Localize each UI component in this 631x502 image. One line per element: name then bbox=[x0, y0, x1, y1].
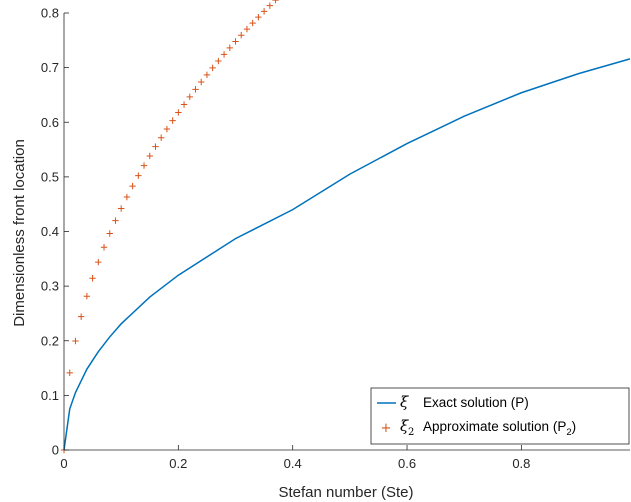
x-tick-label: 0.2 bbox=[169, 456, 187, 471]
approx-solution-marker bbox=[220, 51, 228, 58]
legend-approx-symbol-sub: 2 bbox=[408, 427, 414, 438]
legend: ξ Exact solution (P) + ξ 2 Approximate s… bbox=[370, 387, 630, 445]
approx-solution-marker bbox=[215, 57, 222, 65]
y-tick-label: 0.5 bbox=[41, 169, 59, 184]
y-tick-label: 0.1 bbox=[41, 388, 59, 403]
approx-solution-marker bbox=[192, 86, 199, 93]
approx-solution-marker bbox=[135, 172, 142, 179]
x-axis-label: Stefan number (Ste) bbox=[278, 484, 413, 501]
y-tick-label: 0.2 bbox=[41, 333, 59, 348]
legend-approx-symbol: ξ bbox=[400, 417, 409, 435]
approx-solution-marker bbox=[272, 0, 279, 4]
legend-approx-label: Approximate solution (P2) bbox=[423, 419, 576, 438]
approx-solution-marker bbox=[77, 313, 85, 320]
x-tick-label: 0.6 bbox=[398, 456, 416, 471]
approx-solution-marker bbox=[146, 152, 153, 160]
approx-solution-marker bbox=[180, 101, 188, 108]
approx-solution-marker bbox=[249, 19, 256, 27]
y-tick-label: 0.4 bbox=[41, 224, 59, 239]
approx-solution-marker bbox=[175, 109, 182, 116]
x-tick-label: 0 bbox=[60, 456, 67, 471]
approx-solution-marker bbox=[117, 205, 125, 212]
y-tick-label: 0.3 bbox=[41, 279, 59, 294]
approx-solution-marker bbox=[140, 162, 148, 169]
approx-solution-marker bbox=[72, 337, 79, 345]
approx-solution-marker bbox=[152, 143, 159, 150]
y-tick-label: 0.8 bbox=[41, 6, 59, 21]
legend-approx-label-end: ) bbox=[572, 419, 577, 434]
legend-approx-label-main: Approximate solution (P bbox=[423, 419, 566, 434]
approx-solution-marker bbox=[66, 369, 73, 377]
legend-plus-marker: + bbox=[381, 421, 392, 436]
axes: 0 0.2 0.4 0.6 0.8 0 0.1 0.2 0.3 0.4 0.5 0.6 0.7 0.8 bbox=[41, 6, 630, 471]
legend-exact-symbol: ξ bbox=[400, 393, 409, 411]
approx-solution-marker bbox=[106, 230, 113, 237]
x-tick-label: 0.4 bbox=[284, 456, 302, 471]
approx-solution-marker bbox=[209, 64, 216, 72]
approx-solution-marker bbox=[95, 258, 102, 266]
y-tick-label: 0.6 bbox=[41, 115, 59, 130]
approx-solution-marker bbox=[232, 38, 239, 45]
legend-exact-label: Exact solution (P) bbox=[423, 395, 529, 410]
y-tick-label: 0.7 bbox=[41, 60, 59, 75]
plot-area bbox=[60, 0, 631, 454]
approx-solution-marker bbox=[255, 13, 262, 21]
approx-solution-marker bbox=[83, 293, 91, 300]
approx-solution-marker bbox=[112, 217, 119, 224]
approx-solution-marker bbox=[100, 244, 108, 251]
approx-solution-marker bbox=[238, 32, 245, 39]
y-axis-label: Dimensionless front location bbox=[11, 139, 28, 327]
approx-solution-marker bbox=[89, 275, 96, 282]
approx-solution-marker bbox=[243, 25, 251, 33]
approx-solution-marker bbox=[157, 134, 165, 141]
approx-solution-marker bbox=[129, 182, 136, 190]
y-tick-label: 0 bbox=[52, 443, 59, 458]
x-tick-label: 0.8 bbox=[512, 456, 530, 471]
approx-solution-marker bbox=[203, 71, 211, 79]
approx-solution-marker bbox=[226, 44, 233, 52]
approx-solution-marker bbox=[198, 78, 205, 86]
approx-solution-marker bbox=[260, 8, 268, 15]
legend-approx-label-sub: 2 bbox=[566, 427, 571, 438]
approx-solution-marker bbox=[163, 125, 171, 133]
legend-box bbox=[370, 387, 630, 445]
approx-solution-marker bbox=[266, 2, 274, 9]
exact-solution-line bbox=[63, 58, 631, 451]
approx-solution-marker bbox=[123, 193, 131, 201]
approx-solution-marker bbox=[186, 93, 193, 101]
approx-solution-marker bbox=[169, 117, 176, 124]
